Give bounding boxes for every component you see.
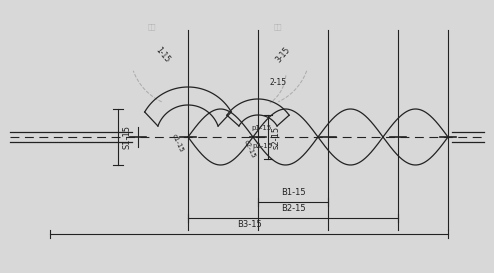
Text: 槽形: 槽形: [274, 23, 282, 29]
Text: 3-15: 3-15: [274, 45, 292, 64]
Text: p2-15: p2-15: [252, 143, 272, 149]
Text: c1-15: c1-15: [171, 133, 185, 153]
Text: S1-15: S1-15: [122, 125, 131, 149]
Text: B3-15: B3-15: [237, 220, 261, 229]
Text: 2-15: 2-15: [269, 78, 287, 87]
Text: 1-15: 1-15: [154, 45, 172, 64]
Text: B2-15: B2-15: [281, 204, 305, 213]
Text: s2-15: s2-15: [272, 125, 281, 149]
Text: 槽形: 槽形: [148, 23, 156, 29]
Text: B1-15: B1-15: [281, 188, 305, 197]
Text: c2-15: c2-15: [243, 139, 257, 159]
Text: p1-15: p1-15: [252, 125, 272, 131]
